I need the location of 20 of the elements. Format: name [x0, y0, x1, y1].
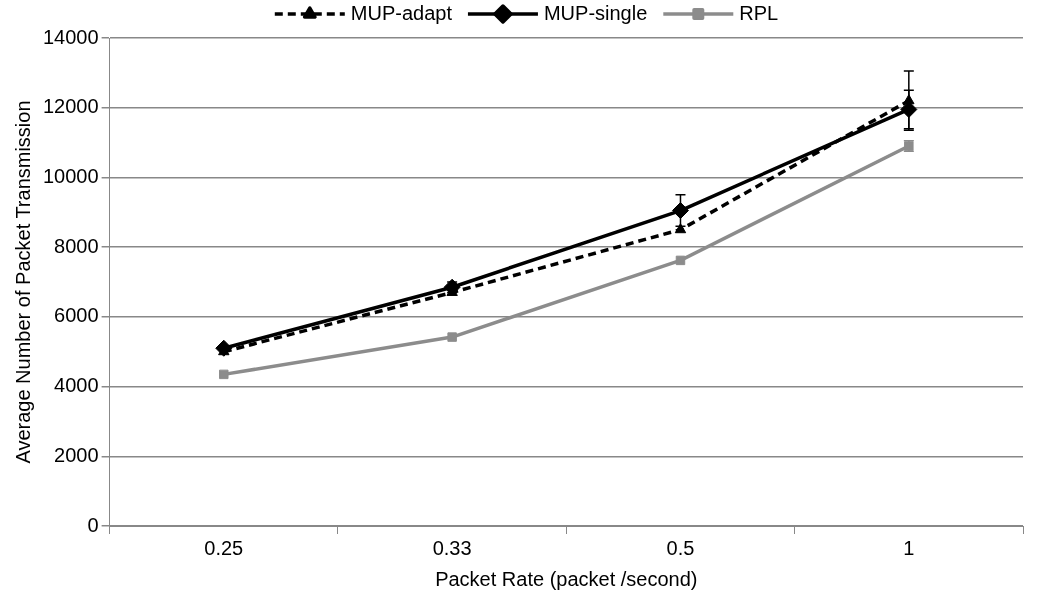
y-tick-label: 10000	[42, 164, 99, 187]
y-tick-label: 12000	[42, 95, 99, 118]
point	[447, 332, 457, 342]
y-tick-label: 6000	[54, 304, 99, 327]
y-tick-label: 2000	[54, 443, 99, 466]
y-tick-label: 0	[87, 513, 99, 536]
legend-label: MUP-adapt	[350, 1, 453, 24]
point	[675, 255, 686, 266]
y-tick-label: 14000	[42, 25, 99, 48]
x-tick-label: 0.25	[204, 536, 244, 559]
legend-label: MUP-single	[543, 1, 648, 24]
legend-label: RPL	[739, 1, 779, 24]
x-axis-title: Packet Rate (packet /second)	[435, 567, 698, 590]
x-tick-label: 0.33	[432, 536, 472, 559]
y-tick-label: 8000	[54, 234, 99, 257]
y-tick-label: 4000	[54, 374, 99, 397]
x-tick-label: 1	[903, 536, 915, 559]
x-tick-label: 0.5	[666, 536, 695, 559]
y-axis-title: Average Number of Packet Transmission	[11, 100, 34, 464]
point	[219, 369, 229, 380]
